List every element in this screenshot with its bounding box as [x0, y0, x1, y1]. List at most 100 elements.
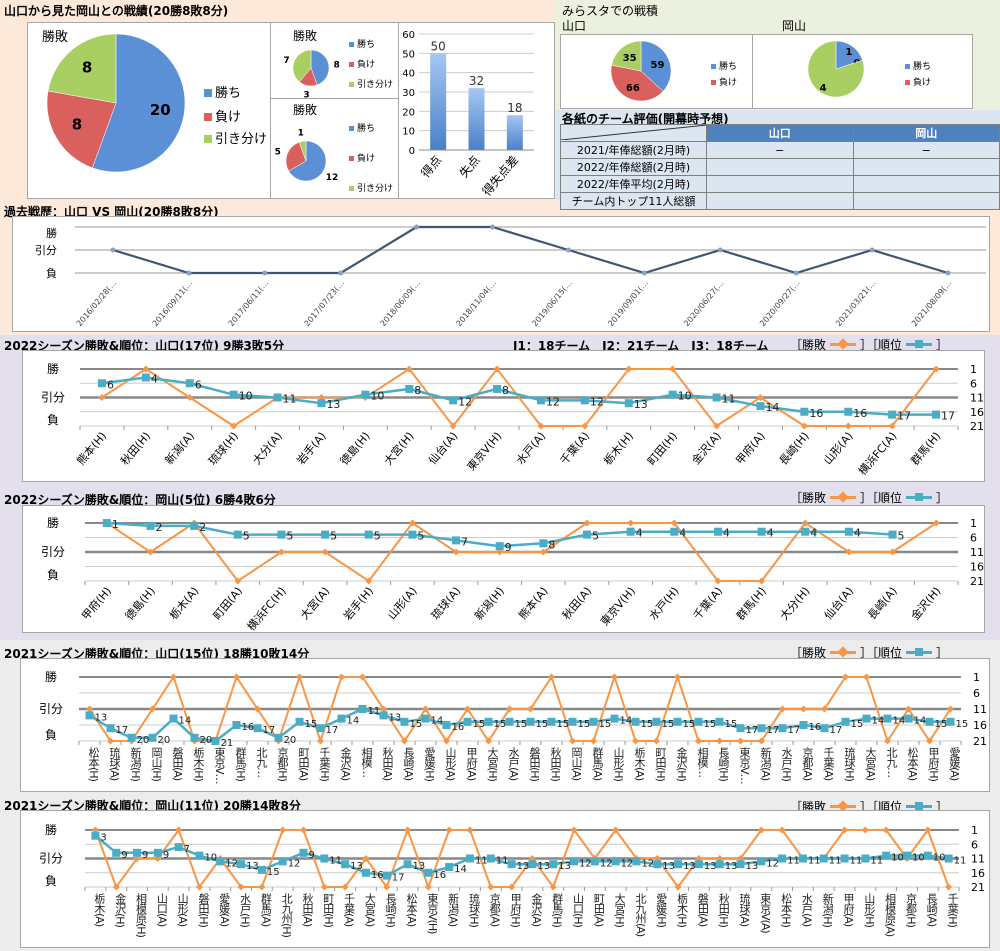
- x-match-label: 町田(A): [297, 747, 310, 781]
- rank-marker: [840, 854, 849, 863]
- corner-cell: [560, 124, 707, 142]
- legend-label: 勝ち: [357, 38, 375, 50]
- rank-value-label: 15: [578, 719, 591, 730]
- result-marker: [537, 422, 545, 430]
- rank-value-label: 7: [184, 844, 190, 855]
- history-line-chart: 負 引分 勝 2016/02/28(… 2016/09/11(… 2017/06/11(……: [35, 224, 986, 329]
- rank-marker: [904, 714, 913, 723]
- rank-marker: [841, 717, 850, 726]
- x-date-label: 2018/06/09(…: [378, 279, 422, 329]
- rank-marker: [713, 527, 722, 536]
- pie-slice: [310, 49, 330, 86]
- bar: [506, 115, 523, 150]
- rank-value-label: 12: [288, 858, 301, 869]
- result-marker: [736, 737, 745, 745]
- result-marker: [670, 519, 678, 527]
- rank-value-label: 11: [808, 856, 821, 867]
- rank-value-label: 11: [850, 856, 863, 867]
- x-match-label: 東京V(A): [759, 893, 772, 934]
- mirasuta-title: みらスタでの戦積: [562, 4, 659, 18]
- rank-value-label: 10: [370, 390, 384, 403]
- mirasuta-yamaguchi-label: 山口: [562, 19, 587, 33]
- rank-marker: [507, 860, 516, 869]
- result-marker: [888, 548, 897, 556]
- column-header-yamaguchi: 山口: [706, 124, 854, 142]
- table-row: 2021/年俸総額(2月時) − −: [560, 141, 1000, 159]
- table-header-row: 山口 岡山: [560, 124, 1000, 142]
- rank-marker: [274, 733, 283, 742]
- rank-value-label: 4: [679, 527, 686, 540]
- result-marker: [383, 883, 391, 891]
- rank-marker: [445, 863, 454, 872]
- rank-line-swatch-icon: [906, 493, 933, 501]
- result-marker: [112, 883, 120, 891]
- x-match-label: 熊本(A): [515, 584, 550, 622]
- result-marker: [581, 422, 589, 430]
- rank-value-label: 15: [662, 719, 675, 730]
- result-line: [101, 367, 937, 428]
- rank-marker: [883, 714, 892, 723]
- rank-value-label: 13: [683, 861, 696, 872]
- pie-slice: [47, 33, 117, 104]
- x-match-label: 大宮(A): [864, 746, 877, 781]
- x-match-label: 群馬(A): [591, 746, 604, 781]
- rank-marker: [932, 410, 941, 419]
- rank-value-label: 4: [810, 527, 817, 540]
- bar-value-label: 50: [431, 39, 446, 53]
- x-match-label: 長崎(H): [717, 747, 730, 782]
- pie-slice: [611, 40, 642, 72]
- x-category-label: 得失点差: [479, 152, 521, 198]
- x-match-label: 北九州(A): [634, 893, 647, 937]
- x-match-label: 東京V(H): [464, 429, 505, 474]
- result-marker: [757, 737, 766, 745]
- rank-value-label: 20: [158, 735, 171, 746]
- result-marker: [713, 422, 721, 430]
- rank-value-label: 15: [267, 867, 280, 878]
- result-marker: [673, 673, 682, 681]
- x-match-label: 横浜FC(A): [855, 429, 899, 478]
- result-marker: [445, 826, 453, 834]
- result-marker: [299, 826, 308, 834]
- result-marker: [841, 673, 850, 681]
- y-tick-label: 30: [402, 88, 415, 99]
- result-marker: [98, 393, 106, 402]
- result-marker: [85, 705, 94, 713]
- legend-label: 負け: [719, 76, 737, 88]
- rank-value-label: 5: [417, 530, 424, 543]
- pie-slice: [292, 49, 312, 83]
- x-match-label: 徳島(H): [122, 584, 158, 623]
- result-marker: [539, 548, 547, 556]
- x-match-label: 山形(H): [863, 893, 876, 928]
- rank-value-label: 21: [221, 738, 234, 749]
- rank-marker: [421, 714, 430, 723]
- x-match-label: 京都(A): [801, 746, 814, 781]
- rank-marker: [133, 848, 142, 857]
- result-marker: [106, 737, 115, 745]
- result-marker: [861, 826, 869, 834]
- x-match-label: 大分(H): [777, 584, 813, 623]
- x-match-label: 長崎(A): [402, 747, 415, 781]
- rank-marker: [361, 868, 370, 877]
- evaluation-title: 各紙のチーム評価(開幕時予想): [562, 112, 729, 126]
- rank-marker: [888, 410, 897, 419]
- rank-marker: [379, 711, 388, 720]
- rank-marker: [216, 857, 225, 866]
- x-match-label: 愛媛(H): [655, 893, 668, 928]
- rank-marker: [153, 848, 162, 857]
- rank-value-label: 13: [389, 712, 402, 723]
- legend-result-label: ［勝敗: [790, 491, 827, 505]
- result-marker: [674, 883, 682, 891]
- rank-marker: [653, 860, 662, 869]
- x-match-label: 熊本(H): [74, 429, 110, 468]
- row-label: 2022/年俸総額(2月時): [560, 158, 707, 176]
- pie-title: 勝敗: [293, 28, 317, 43]
- rank-tick-label: 11: [973, 703, 987, 716]
- rank-tick-label: 16: [973, 719, 987, 732]
- result-marker: [320, 883, 328, 891]
- rank-value-label: 15: [515, 719, 528, 730]
- result-marker: [452, 548, 460, 556]
- rank-value-label: 9: [121, 850, 127, 861]
- rank-marker: [405, 384, 414, 393]
- pie-slice-value-label: 66: [626, 83, 640, 94]
- legend-rank-label: ］［順位: [860, 338, 903, 352]
